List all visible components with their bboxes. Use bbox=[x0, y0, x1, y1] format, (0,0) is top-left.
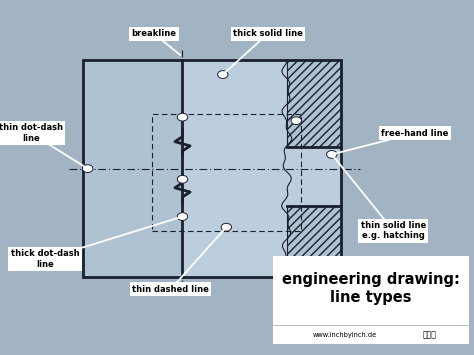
Text: thick solid line: thick solid line bbox=[233, 29, 303, 38]
Text: thin dashed line: thin dashed line bbox=[132, 285, 209, 294]
Bar bbox=[83, 60, 341, 277]
Circle shape bbox=[177, 113, 188, 121]
Text: thin solid line
e.g. hatching: thin solid line e.g. hatching bbox=[361, 221, 426, 240]
Circle shape bbox=[177, 175, 188, 183]
Circle shape bbox=[221, 223, 231, 231]
Text: thin dot-dash
line: thin dot-dash line bbox=[0, 124, 63, 143]
Circle shape bbox=[291, 117, 301, 125]
Bar bbox=[287, 60, 341, 147]
Text: ⒸⓘⓈ: ⒸⓘⓈ bbox=[423, 330, 437, 339]
Circle shape bbox=[218, 71, 228, 78]
Bar bbox=[152, 114, 301, 231]
Text: thick dot-dash
line: thick dot-dash line bbox=[11, 250, 79, 269]
Text: engineering drawing:
line types: engineering drawing: line types bbox=[282, 272, 460, 305]
Bar bbox=[83, 60, 341, 277]
Bar bbox=[273, 256, 469, 344]
Circle shape bbox=[82, 165, 93, 173]
Text: free-hand line: free-hand line bbox=[381, 129, 448, 138]
Text: breakline: breakline bbox=[132, 29, 176, 38]
Bar bbox=[287, 206, 341, 277]
Circle shape bbox=[177, 213, 188, 220]
Bar bbox=[83, 60, 182, 277]
Text: www.inchbyinch.de: www.inchbyinch.de bbox=[313, 332, 377, 338]
Circle shape bbox=[327, 151, 337, 158]
